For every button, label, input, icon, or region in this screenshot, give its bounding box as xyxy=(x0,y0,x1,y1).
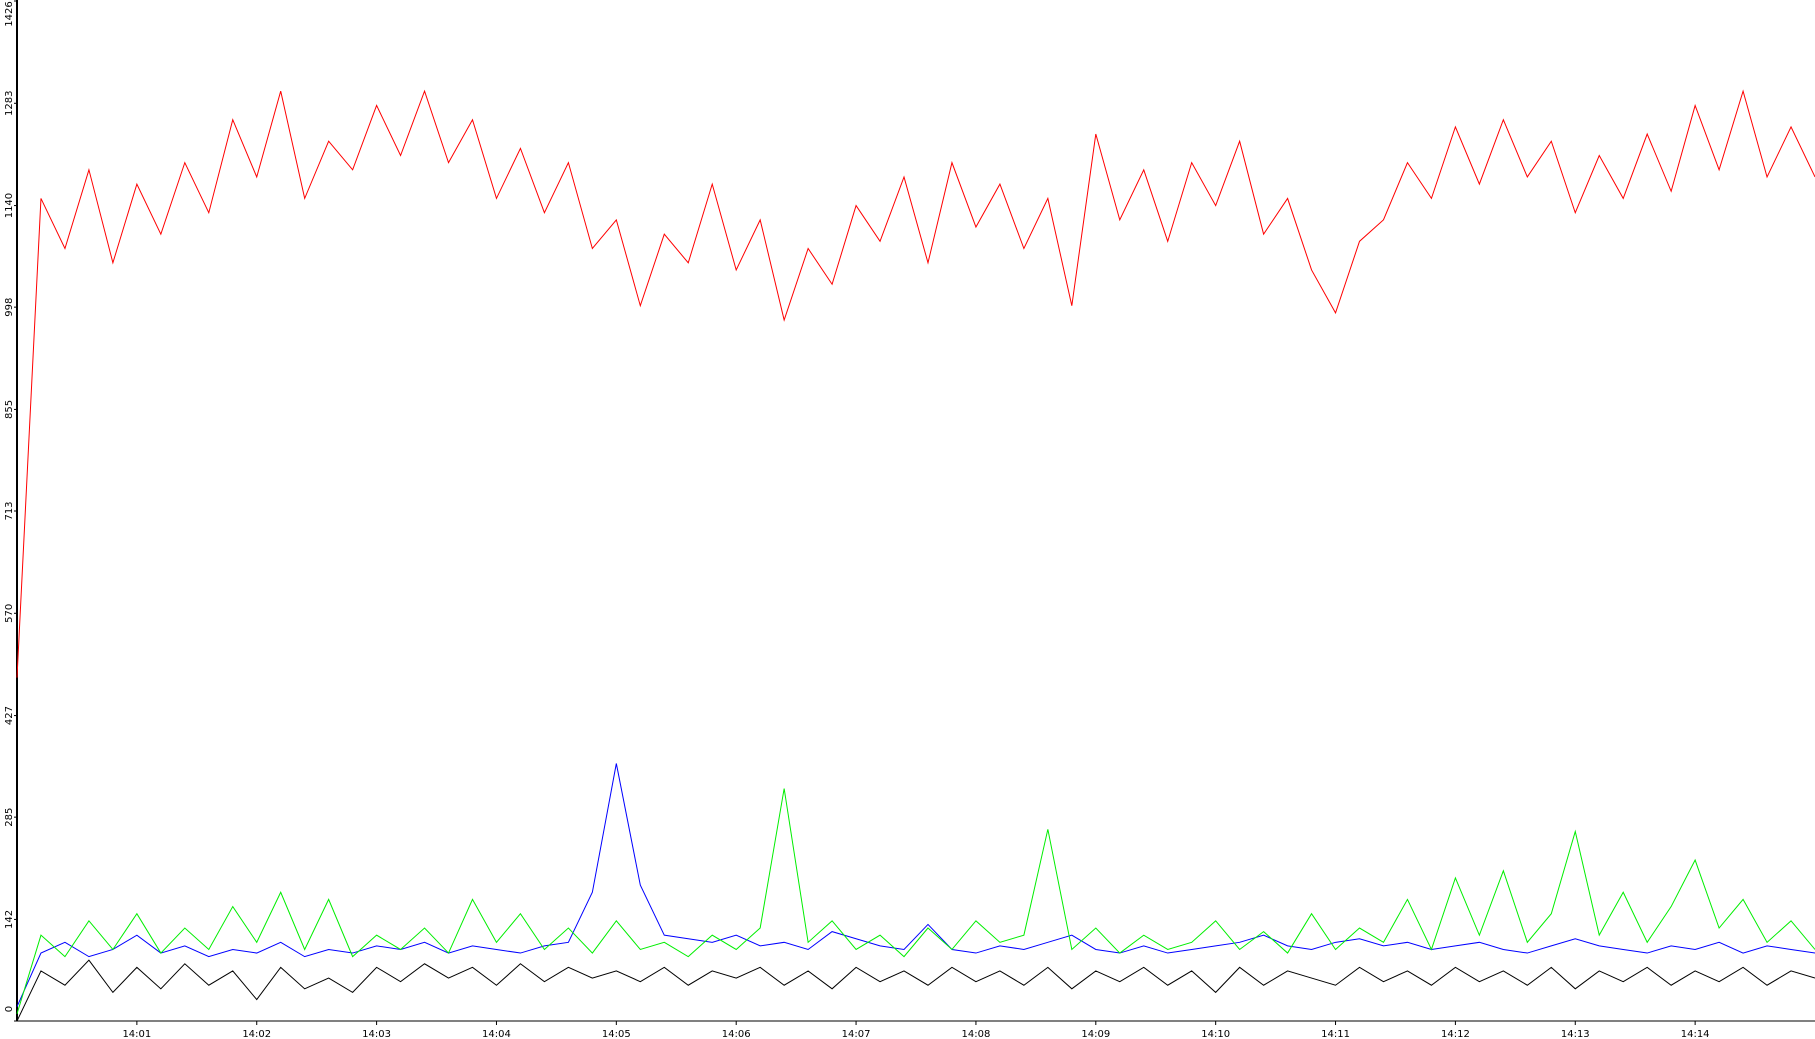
x-tick-label: 14:05 xyxy=(602,1029,631,1039)
y-tick-label: 0 xyxy=(4,1006,15,1012)
x-tick-label: 14:03 xyxy=(362,1029,391,1039)
x-tick-label: 14:06 xyxy=(722,1029,751,1039)
x-tick-label: 14:08 xyxy=(962,1029,991,1039)
y-tick-label: 570 xyxy=(4,604,15,623)
y-tick-label: 427 xyxy=(4,706,15,725)
y-tick-label: 285 xyxy=(4,808,15,827)
x-tick-label: 14:11 xyxy=(1321,1029,1350,1039)
y-tick-label: 1140 xyxy=(4,193,15,218)
y-tick-label: 713 xyxy=(4,501,15,520)
series-line xyxy=(16,959,1815,1022)
x-tick-label: 14:10 xyxy=(1201,1029,1230,1039)
y-tick-label: 142 xyxy=(4,910,15,929)
y-tick-label: 998 xyxy=(4,298,15,317)
x-tick-label: 14:14 xyxy=(1681,1029,1710,1039)
x-tick-label: 14:07 xyxy=(842,1029,871,1039)
series-line xyxy=(16,89,1815,678)
x-tick-label: 14:04 xyxy=(482,1029,511,1039)
y-tick-label: 855 xyxy=(4,400,15,419)
y-tick-label: 1283 xyxy=(4,91,15,116)
x-tick-label: 14:01 xyxy=(122,1029,151,1039)
x-tick-label: 14:12 xyxy=(1441,1029,1470,1039)
x-tick-label: 14:02 xyxy=(242,1029,271,1039)
series-line xyxy=(16,788,1815,1014)
x-tick-label: 14:13 xyxy=(1561,1029,1590,1039)
series-line xyxy=(16,763,1815,1007)
x-tick-label: 14:09 xyxy=(1081,1029,1110,1039)
y-tick-label: 1426 xyxy=(4,1,15,26)
